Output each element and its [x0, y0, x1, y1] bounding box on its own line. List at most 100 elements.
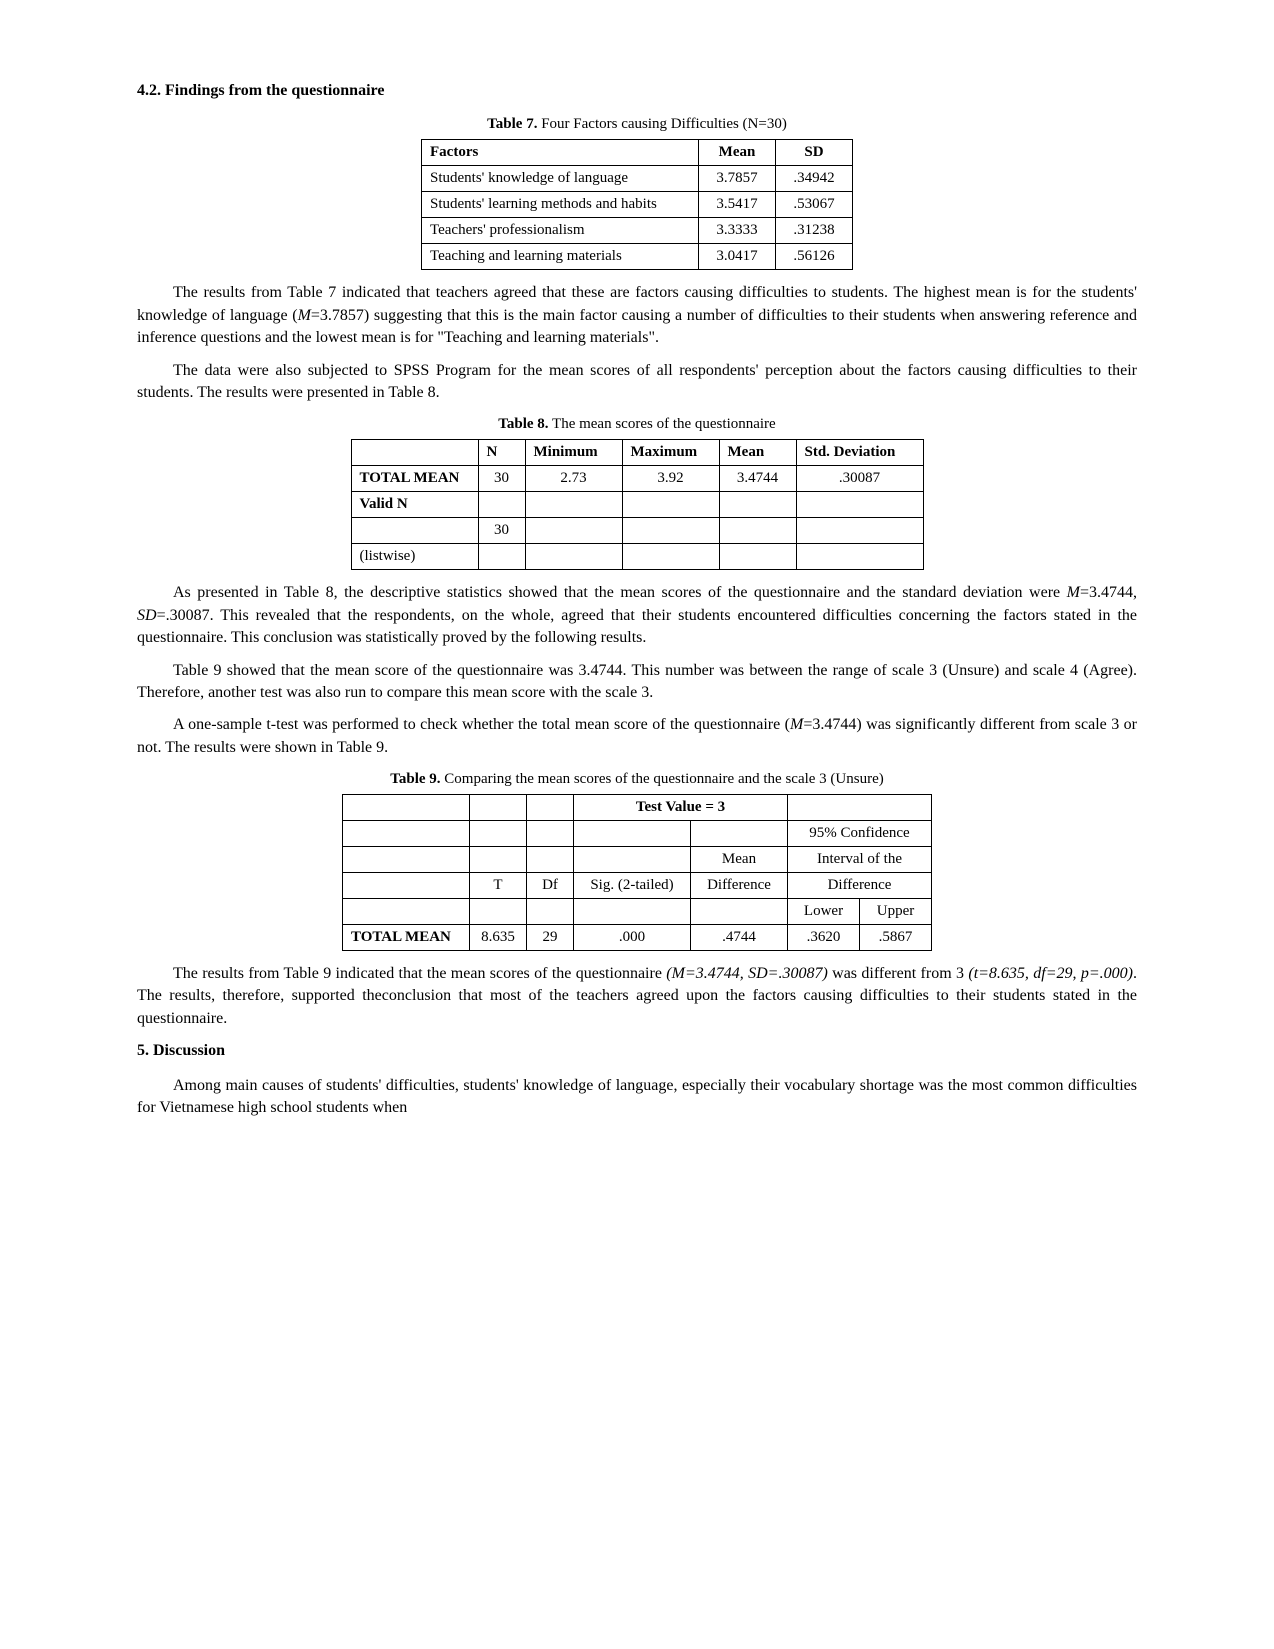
- table8-cell: [719, 544, 796, 570]
- table8-cell: [796, 518, 923, 544]
- table9-header-lower: Lower: [788, 899, 860, 925]
- table9-cell-blank: [470, 899, 527, 925]
- table9-ci-header: 95% Confidence: [788, 821, 932, 847]
- stat-m-var: M: [790, 716, 803, 733]
- table8-rowlabel-totalmean: TOTAL MEAN: [351, 466, 478, 492]
- table7-caption: Table 7. Four Factors causing Difficulti…: [137, 114, 1137, 135]
- table9-caption-text: Comparing the mean scores of the questio…: [441, 771, 884, 787]
- table9-row-headers: T Df Sig. (2-tailed) Difference Differen…: [343, 873, 932, 899]
- table9-row-testvalue: Test Value = 3: [343, 795, 932, 821]
- table9-header-df: Df: [527, 873, 574, 899]
- table8-cell-n: 30: [478, 466, 525, 492]
- table7-cell-sd: .31238: [776, 218, 853, 244]
- table8-cell: [719, 492, 796, 518]
- table8-rowlabel-validn: Valid N: [351, 492, 478, 518]
- table9-row-data: TOTAL MEAN 8.635 29 .000 .4744 .3620 .58…: [343, 925, 932, 951]
- table7-cell-mean: 3.5417: [699, 192, 776, 218]
- table7-caption-number: Table 7.: [487, 116, 537, 132]
- table9-cell-blank: [343, 847, 470, 873]
- table9-cell-blank: [574, 821, 691, 847]
- paragraph-6-text-b: was different from 3: [828, 965, 969, 982]
- table8-cell: [525, 492, 622, 518]
- table9-cell-blank: [470, 795, 527, 821]
- stat-m-var: M: [1067, 584, 1080, 601]
- table8-cell-sd: .30087: [796, 466, 923, 492]
- table8-caption-number: Table 8.: [498, 416, 548, 432]
- table8: N Minimum Maximum Mean Std. Deviation TO…: [351, 439, 924, 570]
- table8-header-sd: Std. Deviation: [796, 440, 923, 466]
- paragraph-6-text-a: The results from Table 9 indicated that …: [173, 965, 666, 982]
- table8-cell: [622, 518, 719, 544]
- table7-header-row: Factors Mean SD: [422, 140, 853, 166]
- stat-inline-1: (M=3.4744, SD=.30087): [666, 965, 828, 982]
- table9-caption-number: Table 9.: [390, 771, 440, 787]
- paragraph-5-text-a: A one-sample t-test was performed to che…: [173, 716, 790, 733]
- section-heading-4-2: 4.2. Findings from the questionnaire: [137, 80, 1137, 102]
- table9-cell-blank: [343, 899, 470, 925]
- table7-header-sd: SD: [776, 140, 853, 166]
- table9-cell-blank: [574, 847, 691, 873]
- table7: Factors Mean SD Students' knowledge of l…: [421, 139, 853, 270]
- table9-cell-blank: [574, 899, 691, 925]
- section-heading-5: 5. Discussion: [137, 1040, 1137, 1062]
- paragraph-6: The results from Table 9 indicated that …: [137, 963, 1137, 1030]
- table7-cell-factor: Students' learning methods and habits: [422, 192, 699, 218]
- table9-cell-upper: .5867: [860, 925, 932, 951]
- table7-caption-text: Four Factors causing Difficulties (N=30): [537, 116, 786, 132]
- table9-cell-df: 29: [527, 925, 574, 951]
- table9-row-ci: 95% Confidence: [343, 821, 932, 847]
- table9-caption: Table 9. Comparing the mean scores of th…: [137, 769, 1137, 790]
- table9-cell-blank: [343, 873, 470, 899]
- stat-sd-var: SD: [137, 607, 157, 624]
- table9-mean-label: Mean: [691, 847, 788, 873]
- table8-header-n: N: [478, 440, 525, 466]
- table8-rowlabel-listwise: (listwise): [351, 544, 478, 570]
- table8-row-validn: Valid N: [351, 492, 923, 518]
- table9: Test Value = 3 95% Confidence Mean Inter…: [342, 794, 932, 951]
- table8-cell-min: 2.73: [525, 466, 622, 492]
- paragraph-2: The data were also subjected to SPSS Pro…: [137, 360, 1137, 405]
- table7-cell-mean: 3.0417: [699, 244, 776, 270]
- table8-header-min: Minimum: [525, 440, 622, 466]
- table9-cell-blank: [470, 821, 527, 847]
- paragraph-7: Among main causes of students' difficult…: [137, 1075, 1137, 1120]
- table9-cell-blank: [527, 821, 574, 847]
- table8-cell: [796, 544, 923, 570]
- table9-cell-blank: [527, 847, 574, 873]
- table8-header-row: N Minimum Maximum Mean Std. Deviation: [351, 440, 923, 466]
- table7-row: Teachers' professionalism 3.3333 .31238: [422, 218, 853, 244]
- table8-cell: [525, 518, 622, 544]
- table9-row-lowerupper: Lower Upper: [343, 899, 932, 925]
- table9-cell-blank: [691, 821, 788, 847]
- table8-cell-n30: 30: [478, 518, 525, 544]
- table7-row: Teaching and learning materials 3.0417 .…: [422, 244, 853, 270]
- paragraph-4: Table 9 showed that the mean score of th…: [137, 660, 1137, 705]
- table9-cell-blank: [343, 821, 470, 847]
- table7-header-factors: Factors: [422, 140, 699, 166]
- table9-row-mean-interval: Mean Interval of the: [343, 847, 932, 873]
- table7-cell-mean: 3.7857: [699, 166, 776, 192]
- table8-caption-text: The mean scores of the questionnaire: [549, 416, 776, 432]
- table7-cell-factor: Students' knowledge of language: [422, 166, 699, 192]
- table7-cell-factor: Teachers' professionalism: [422, 218, 699, 244]
- paragraph-1: The results from Table 7 indicated that …: [137, 282, 1137, 349]
- table8-header-max: Maximum: [622, 440, 719, 466]
- table8-cell-mean: 3.4744: [719, 466, 796, 492]
- table7-cell-sd: .53067: [776, 192, 853, 218]
- table8-cell: [622, 544, 719, 570]
- table9-cell-lower: .3620: [788, 925, 860, 951]
- table8-row-listwise: (listwise): [351, 544, 923, 570]
- table9-test-value: Test Value = 3: [574, 795, 788, 821]
- table9-cell-blank: [691, 899, 788, 925]
- stat-m-var: M: [298, 307, 311, 324]
- table9-cell-blank: [527, 899, 574, 925]
- table9-cell-sig: .000: [574, 925, 691, 951]
- paragraph-3-text-c: =.30087. This revealed that the responde…: [137, 607, 1137, 646]
- table7-cell-sd: .56126: [776, 244, 853, 270]
- table7-cell-mean: 3.3333: [699, 218, 776, 244]
- paragraph-3-text-b: =3.4744,: [1080, 584, 1137, 601]
- table8-cell: [478, 492, 525, 518]
- table8-cell: [525, 544, 622, 570]
- table7-cell-sd: .34942: [776, 166, 853, 192]
- paragraph-5: A one-sample t-test was performed to che…: [137, 714, 1137, 759]
